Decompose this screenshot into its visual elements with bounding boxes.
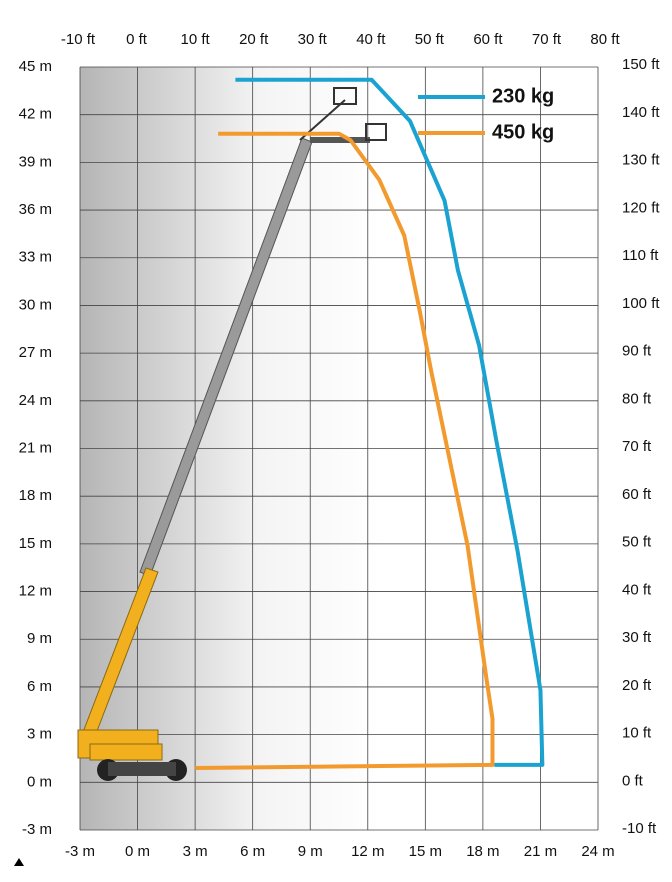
legend-label: 230 kg <box>492 85 554 107</box>
x2-tick-label: 30 ft <box>298 31 328 48</box>
grid <box>79 66 599 831</box>
y2-tick-label: 110 ft <box>622 247 659 264</box>
x2-tick-label: 60 ft <box>473 31 503 48</box>
y2-tick-label: 120 ft <box>622 199 660 216</box>
x2-tick-label: 80 ft <box>590 31 620 48</box>
y-tick-label: 21 m <box>19 439 52 456</box>
y2-tick-label: 30 ft <box>622 629 652 646</box>
y2-tick-label: 100 ft <box>622 295 660 312</box>
x-tick-label: 3 m <box>183 843 208 860</box>
lines: 230 kg 450 kg <box>195 77 554 771</box>
machine-drawing <box>77 87 387 781</box>
y-tick-label: 15 m <box>19 535 52 552</box>
x-tick-label: 9 m <box>298 843 323 860</box>
y-tick-label: 24 m <box>19 392 52 409</box>
x-tick-label: 0 m <box>125 843 150 860</box>
y-tick-label: 6 m <box>27 678 52 695</box>
y2-tick-label: 60 ft <box>622 486 652 503</box>
y-tick-label: 36 m <box>19 201 52 218</box>
y-tick-label: 45 m <box>19 58 52 75</box>
x-tick-label: 15 m <box>409 843 442 860</box>
x2-tick-label: 0 ft <box>126 31 148 48</box>
x2-tick-label: 20 ft <box>239 31 269 48</box>
x2-tick-label: 70 ft <box>532 31 562 48</box>
y-tick-label: 12 m <box>19 583 52 600</box>
y2-tick-label: 150 ft <box>622 56 660 73</box>
y2-tick-label: 130 ft <box>622 152 660 169</box>
y2-tick-label: 10 ft <box>622 725 652 742</box>
y-tick-label: 39 m <box>19 153 52 170</box>
y-tick-label: -3 m <box>22 821 52 838</box>
y2-tick-label: 50 ft <box>622 534 652 551</box>
x-tick-label: 21 m <box>524 843 557 860</box>
y-tick-label: 30 m <box>19 296 52 313</box>
y2-tick-label: 40 ft <box>622 581 652 598</box>
legend-label: 450 kg <box>492 121 554 143</box>
x-tick-label: 24 m <box>581 843 614 860</box>
x-tick-label: 12 m <box>351 843 384 860</box>
y2-tick-label: 70 ft <box>622 438 652 455</box>
x2-tick-label: 50 ft <box>415 31 445 48</box>
x2-tick-label: 10 ft <box>181 31 211 48</box>
y-tick-label: 3 m <box>27 726 52 743</box>
y-tick-label: 9 m <box>27 630 52 647</box>
x2-tick-label: -10 ft <box>61 31 96 48</box>
y-tick-label: 27 m <box>19 344 52 361</box>
y-tick-label: 0 m <box>27 773 52 790</box>
range-line <box>235 77 545 767</box>
y-tick-label: 33 m <box>19 249 52 266</box>
x-tick-label: -3 m <box>65 843 95 860</box>
x-tick-label: 18 m <box>466 843 499 860</box>
x-tick-label: 6 m <box>240 843 265 860</box>
range-line <box>195 131 495 771</box>
y2-tick-label: 80 ft <box>622 390 652 407</box>
y-tick-label: 42 m <box>19 106 52 123</box>
y2-tick-label: 20 ft <box>622 677 652 694</box>
y-tick-label: 18 m <box>19 487 52 504</box>
x2-tick-label: 40 ft <box>356 31 386 48</box>
y2-tick-label: 90 ft <box>622 343 652 360</box>
y2-tick-label: -10 ft <box>622 820 657 837</box>
corner-arrow <box>14 858 24 866</box>
y2-tick-label: 0 ft <box>622 772 644 789</box>
y2-tick-label: 140 ft <box>622 104 660 121</box>
